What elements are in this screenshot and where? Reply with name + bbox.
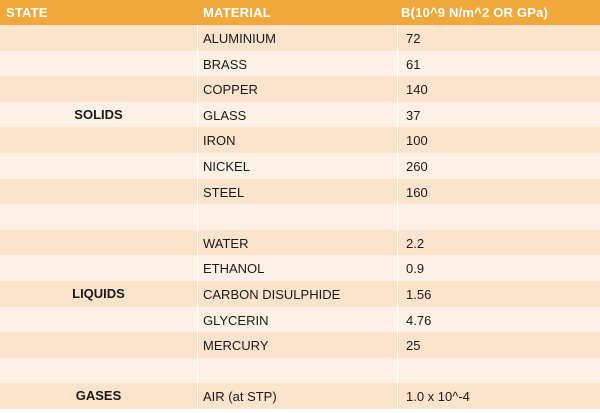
material-cell: BRASS	[203, 56, 248, 72]
column-divider	[397, 25, 398, 413]
header-state: STATE	[6, 5, 48, 20]
bulk-modulus-cell: 160	[406, 184, 428, 200]
table-row: ALUMINIUM 72	[0, 25, 600, 51]
state-label: SOLIDS	[74, 106, 123, 122]
table-header: STATE MATERIAL B(10^9 N/m^2 OR GPa)	[0, 0, 600, 25]
header-material: MATERIAL	[203, 5, 271, 20]
material-cell: WATER	[203, 235, 249, 251]
bulk-modulus-cell: 2.2	[406, 235, 425, 251]
bulk-modulus-cell: 61	[406, 56, 421, 72]
header-bulk-modulus: B(10^9 N/m^2 OR GPa)	[401, 5, 549, 20]
bulk-modulus-cell: 1.56	[406, 287, 432, 302]
material-cell: GLASS	[203, 107, 247, 123]
material-cell: IRON	[203, 133, 236, 149]
table-row: NICKEL 260	[0, 153, 600, 179]
material-cell: ETHANOL	[203, 261, 265, 277]
bulk-modulus-cell: 140	[406, 82, 428, 98]
material-cell: STEEL	[203, 184, 245, 200]
bulk-modulus-cell: 4.76	[406, 312, 432, 328]
bulk-modulus-cell: 260	[406, 159, 428, 174]
table-row: GLASS 37	[0, 101, 600, 128]
material-cell: COPPER	[203, 82, 258, 98]
material-cell: AIR (at STP)	[203, 389, 277, 405]
bulk-modulus-cell: 0.9	[406, 261, 425, 277]
material-cell: GLYCERIN	[203, 312, 269, 328]
state-label: GASES	[75, 388, 122, 404]
column-divider	[197, 25, 198, 413]
table-row: AIR (at STP) 1.0 x 10^-4	[0, 383, 600, 409]
table-row: ETHANOL 0.9	[0, 255, 600, 281]
table-row: COPPER 140	[0, 76, 600, 102]
table-row: STEEL 160	[0, 178, 600, 205]
table-row: IRON 100	[0, 127, 600, 153]
table-row: WATER 2.2	[0, 229, 600, 256]
spacer-row	[0, 357, 600, 384]
material-cell: CARBON DISULPHIDE	[203, 287, 341, 302]
bulk-modulus-cell: 37	[406, 107, 421, 123]
material-cell: NICKEL	[203, 159, 250, 174]
table-row: MERCURY 25	[0, 332, 600, 358]
table-row: BRASS 61	[0, 50, 600, 77]
state-label: LIQUIDS	[72, 285, 125, 301]
spacer-row	[0, 204, 600, 230]
table-row: CARBON DISULPHIDE 1.56	[0, 281, 600, 307]
table-row: GLYCERIN 4.76	[0, 306, 600, 333]
material-cell: MERCURY	[203, 338, 269, 354]
bulk-modulus-cell: 100	[406, 133, 428, 149]
material-cell: ALUMINIUM	[203, 31, 276, 46]
bulk-modulus-cell: 72	[406, 31, 421, 46]
bulk-modulus-cell: 25	[406, 338, 421, 354]
bulk-modulus-cell: 1.0 x 10^-4	[406, 389, 470, 405]
